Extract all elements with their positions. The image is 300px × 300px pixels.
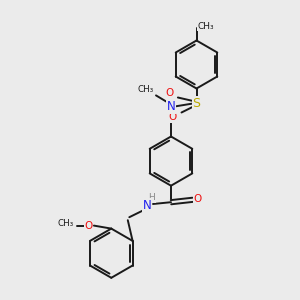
Text: N: N <box>167 100 176 113</box>
Text: H: H <box>148 194 155 202</box>
Text: CH₃: CH₃ <box>138 85 154 94</box>
Text: CH₃: CH₃ <box>197 22 214 31</box>
Text: O: O <box>194 194 202 204</box>
Text: S: S <box>193 97 200 110</box>
Text: O: O <box>165 88 174 98</box>
Text: O: O <box>168 112 177 122</box>
Text: O: O <box>85 220 93 231</box>
Text: CH₃: CH₃ <box>57 219 74 228</box>
Text: N: N <box>142 199 152 212</box>
